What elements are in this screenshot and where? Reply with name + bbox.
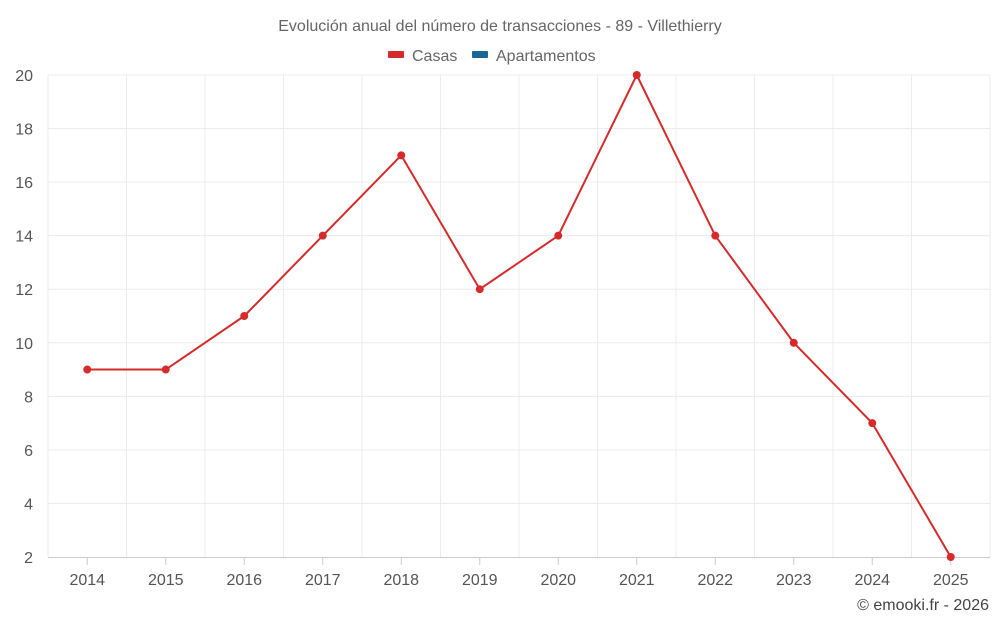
data-point-casas-2020[interactable] xyxy=(554,231,563,240)
legend-swatch-casas xyxy=(388,51,404,58)
data-point-casas-2018[interactable] xyxy=(397,151,406,160)
x-tick-label: 2014 xyxy=(69,572,105,589)
y-axis-ticks: 2 4 6 8 10 12 14 16 18 20 xyxy=(15,68,33,567)
legend-item-apartamentos[interactable]: Apartamentos xyxy=(472,48,596,65)
y-tick-label: 14 xyxy=(15,229,33,246)
x-tick-label: 2017 xyxy=(305,572,341,589)
gridlines xyxy=(47,74,991,557)
x-tick-label: 2023 xyxy=(776,572,812,589)
y-tick-label: 10 xyxy=(15,336,33,353)
x-tick-label: 2016 xyxy=(226,572,262,589)
y-tick-label: 18 xyxy=(15,122,33,139)
data-point-casas-2023[interactable] xyxy=(789,338,798,347)
y-tick-label: 16 xyxy=(15,175,33,192)
y-tick-label: 6 xyxy=(24,443,33,460)
x-tick-label: 2022 xyxy=(697,572,733,589)
credit-text: © emooki.fr - 2026 xyxy=(857,597,989,614)
legend-label-apartamentos: Apartamentos xyxy=(496,48,596,65)
y-tick-label: 4 xyxy=(24,496,33,513)
y-tick-label: 20 xyxy=(15,68,33,85)
legend: Casas Apartamentos xyxy=(388,48,596,65)
legend-swatch-apartamentos xyxy=(472,51,488,58)
data-point-casas-2014[interactable] xyxy=(83,365,92,374)
chart-title: Evolución anual del número de transaccio… xyxy=(278,18,722,35)
data-point-casas-2015[interactable] xyxy=(161,365,170,374)
legend-item-casas[interactable]: Casas xyxy=(388,48,457,65)
data-point-casas-2025[interactable] xyxy=(946,553,955,561)
data-point-casas-2024[interactable] xyxy=(868,419,877,428)
data-point-casas-2019[interactable] xyxy=(475,285,484,294)
data-point-casas-2021[interactable] xyxy=(632,71,641,79)
x-tick-label: 2019 xyxy=(462,572,498,589)
x-tick-label: 2015 xyxy=(148,572,184,589)
y-tick-label: 12 xyxy=(15,282,33,299)
y-tick-label: 2 xyxy=(24,550,33,567)
data-point-casas-2016[interactable] xyxy=(240,312,249,320)
x-tick-label: 2024 xyxy=(854,572,890,589)
series-line-casas xyxy=(87,74,952,558)
x-axis-ticks: 2014 2015 2016 2017 2018 2019 2020 2021 2022 2023… xyxy=(69,557,969,589)
data-point-casas-2022[interactable] xyxy=(711,231,720,240)
series-layer xyxy=(83,71,955,561)
x-tick-label: 2018 xyxy=(383,572,419,589)
x-tick-label: 2021 xyxy=(619,572,655,589)
data-point-casas-2017[interactable] xyxy=(318,231,327,240)
x-tick-label: 2020 xyxy=(540,572,576,589)
legend-label-casas: Casas xyxy=(412,48,457,65)
y-tick-label: 8 xyxy=(24,389,33,406)
x-tick-label: 2025 xyxy=(933,572,969,589)
